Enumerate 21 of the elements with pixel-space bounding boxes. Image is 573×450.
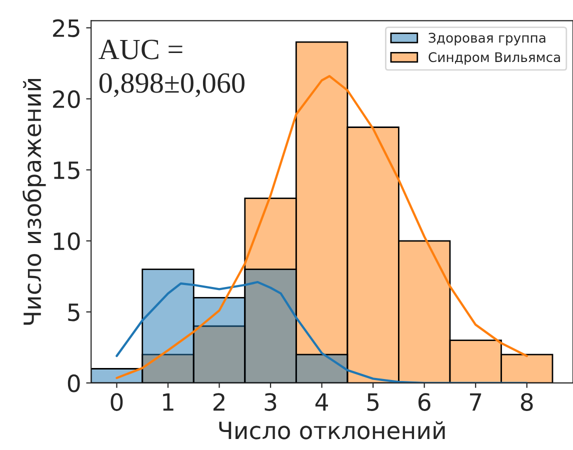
legend-label: Здоровая группа xyxy=(428,32,546,46)
y-tick-label: 15 xyxy=(54,162,80,180)
annotation: AUC = 0,898±0,060 xyxy=(98,40,244,98)
y-axis-title: Число изображений xyxy=(22,79,46,325)
x-tick-label: 7 xyxy=(470,393,482,411)
x-tick-label: 1 xyxy=(163,393,174,411)
x-tick-label: 5 xyxy=(367,393,379,411)
x-axis-title: Число отклонений xyxy=(219,421,445,440)
x-tick-label: 8 xyxy=(520,393,533,411)
y-tick-label: 20 xyxy=(53,90,80,108)
x-tick-label: 3 xyxy=(264,393,276,411)
x-tick-label: 4 xyxy=(315,393,328,411)
line-series xyxy=(116,280,528,383)
legend-label: Синдром Вильямса xyxy=(428,52,560,65)
x-tick-label: 0 xyxy=(110,393,123,411)
x-tick-label: 6 xyxy=(418,393,430,411)
y-tick-label: 5 xyxy=(68,304,80,322)
y-tick-label: 25 xyxy=(53,19,80,38)
x-tick-label: 2 xyxy=(213,393,224,411)
y-tick-label: 0 xyxy=(68,374,80,392)
y-tick-label: 10 xyxy=(54,232,80,250)
